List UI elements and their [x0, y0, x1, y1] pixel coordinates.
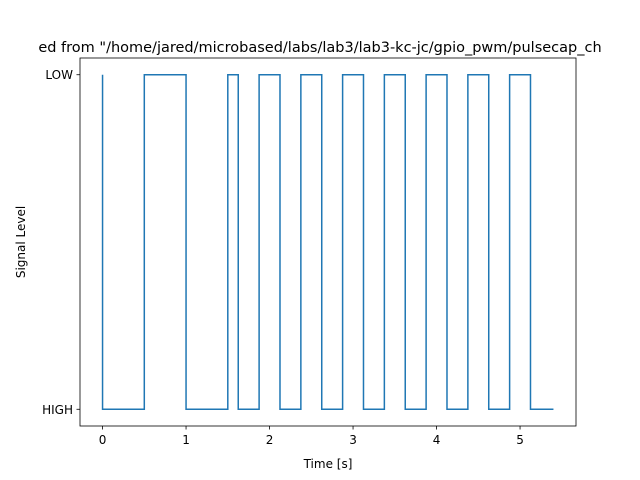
- plot-area: [79, 57, 577, 427]
- x-tick-label-3: 3: [349, 433, 357, 447]
- series-line-0: [101, 73, 554, 411]
- y-tick-label-0: HIGH: [42, 403, 73, 417]
- x-axis: 0 1 2 3 4 5: [99, 426, 524, 447]
- y-axis: HIGH LOW: [42, 68, 80, 417]
- y-tick-label-1: LOW: [45, 68, 73, 82]
- axes-frame: [79, 57, 577, 427]
- x-tick-label-0: 0: [99, 433, 107, 447]
- x-tick-label-2: 2: [266, 433, 274, 447]
- x-tick-label-4: 4: [433, 433, 441, 447]
- x-axis-label: Time [s]: [303, 457, 353, 471]
- y-axis-label: Signal Level: [14, 206, 28, 278]
- x-tick-label-1: 1: [182, 433, 190, 447]
- chart-title: ed from "/home/jared/microbased/labs/lab…: [38, 40, 601, 56]
- x-tick-label-5: 5: [516, 433, 524, 447]
